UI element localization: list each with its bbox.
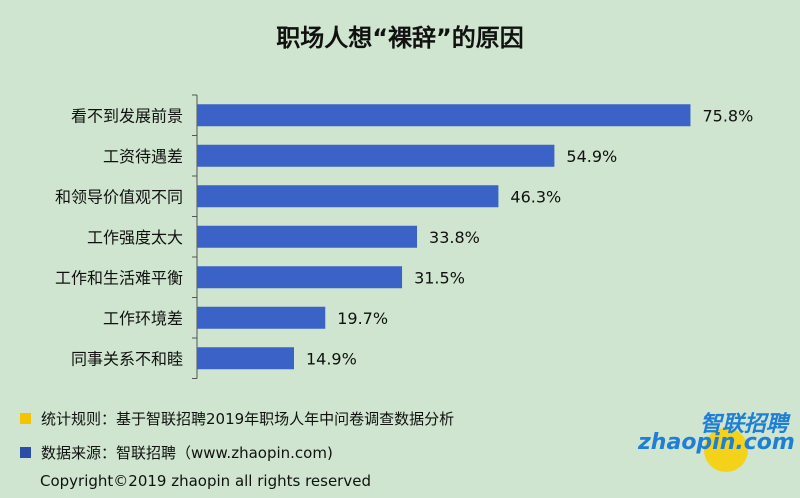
bar	[197, 306, 326, 329]
value-label: 33.8%	[429, 228, 480, 247]
category-label: 工作和生活难平衡	[55, 268, 183, 287]
method-note-text: 统计规则：基于智联招聘2019年职场人年中问卷调查数据分析	[41, 410, 455, 428]
method-note-swatch	[20, 413, 31, 424]
source-note: 数据来源：智联招聘（www.zhaopin.com)	[20, 442, 333, 463]
zhaopin-logo: 智联招聘 zhaopin.com	[630, 408, 795, 478]
value-label: 31.5%	[414, 268, 465, 287]
value-label: 75.8%	[702, 106, 753, 125]
method-note: 统计规则：基于智联招聘2019年职场人年中问卷调查数据分析	[20, 408, 454, 429]
category-label: 和领导价值观不同	[55, 187, 183, 206]
value-label: 14.9%	[306, 349, 357, 368]
value-label: 46.3%	[510, 187, 561, 206]
bar	[197, 104, 691, 127]
source-note-swatch	[20, 447, 31, 458]
category-label: 工资待遇差	[103, 147, 183, 166]
category-label: 看不到发展前景	[71, 106, 183, 125]
category-label: 工作强度太大	[87, 228, 183, 247]
value-label: 54.9%	[566, 147, 617, 166]
logo-en-text: zhaopin.com	[638, 430, 795, 455]
category-label: 工作环境差	[103, 309, 183, 328]
logo-circle	[704, 428, 748, 472]
source-note-text: 数据来源：智联招聘（www.zhaopin.com)	[41, 444, 333, 462]
bar	[197, 144, 555, 167]
bar	[197, 225, 418, 248]
logo-cn-text: 智联招聘	[700, 412, 789, 437]
bar	[197, 185, 499, 208]
bar-chart: 看不到发展前景 75.8% 工资待遇差 54.9% 和领导价值观不同 46.3% 工作强度太…	[55, 94, 753, 379]
chart-title: 职场人想“裸辞”的原因	[276, 24, 524, 52]
copyright-text: Copyright©2019 zhaopin all rights reserv…	[40, 472, 371, 490]
bar	[197, 347, 294, 370]
bar	[197, 266, 403, 289]
category-label: 同事关系不和睦	[71, 349, 183, 368]
value-label: 19.7%	[337, 309, 388, 328]
